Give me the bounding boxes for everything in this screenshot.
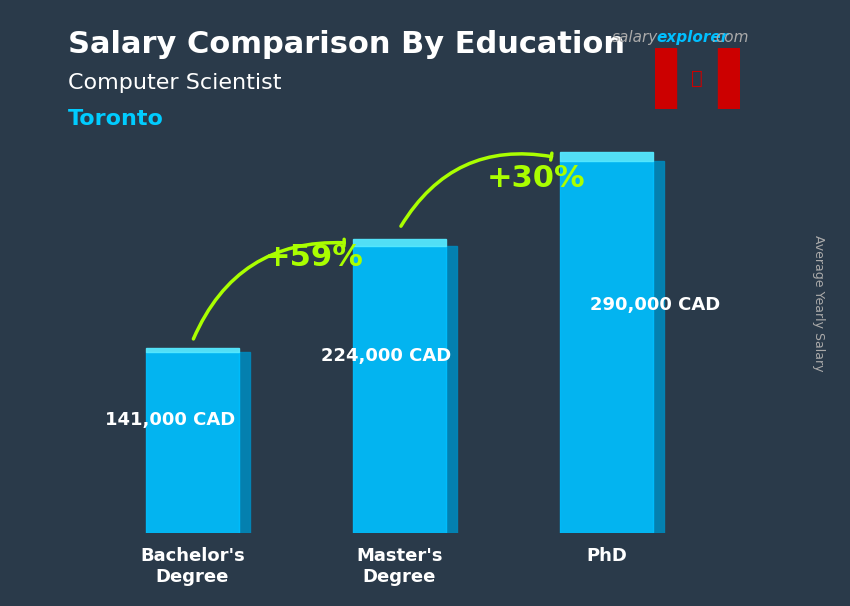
Bar <box>654 48 676 109</box>
Text: .com: .com <box>711 30 749 45</box>
Text: salary: salary <box>612 30 658 45</box>
Bar <box>718 48 740 109</box>
Text: 290,000 CAD: 290,000 CAD <box>590 296 720 314</box>
Text: Computer Scientist: Computer Scientist <box>68 73 281 93</box>
Bar <box>654 161 665 533</box>
Bar <box>353 239 446 246</box>
Text: Toronto: Toronto <box>68 109 164 129</box>
Text: 🍁: 🍁 <box>691 69 703 88</box>
Bar <box>145 352 239 533</box>
Bar <box>560 152 654 161</box>
Bar <box>560 161 654 533</box>
Text: +30%: +30% <box>486 164 585 193</box>
Bar <box>145 348 239 352</box>
Bar <box>239 352 250 533</box>
Text: Average Yearly Salary: Average Yearly Salary <box>812 235 824 371</box>
Text: 141,000 CAD: 141,000 CAD <box>105 411 235 428</box>
Bar <box>446 246 457 533</box>
Text: explorer: explorer <box>656 30 728 45</box>
Text: 224,000 CAD: 224,000 CAD <box>320 347 451 365</box>
Bar <box>353 246 446 533</box>
Text: Salary Comparison By Education: Salary Comparison By Education <box>68 30 625 59</box>
Text: +59%: +59% <box>265 243 364 272</box>
